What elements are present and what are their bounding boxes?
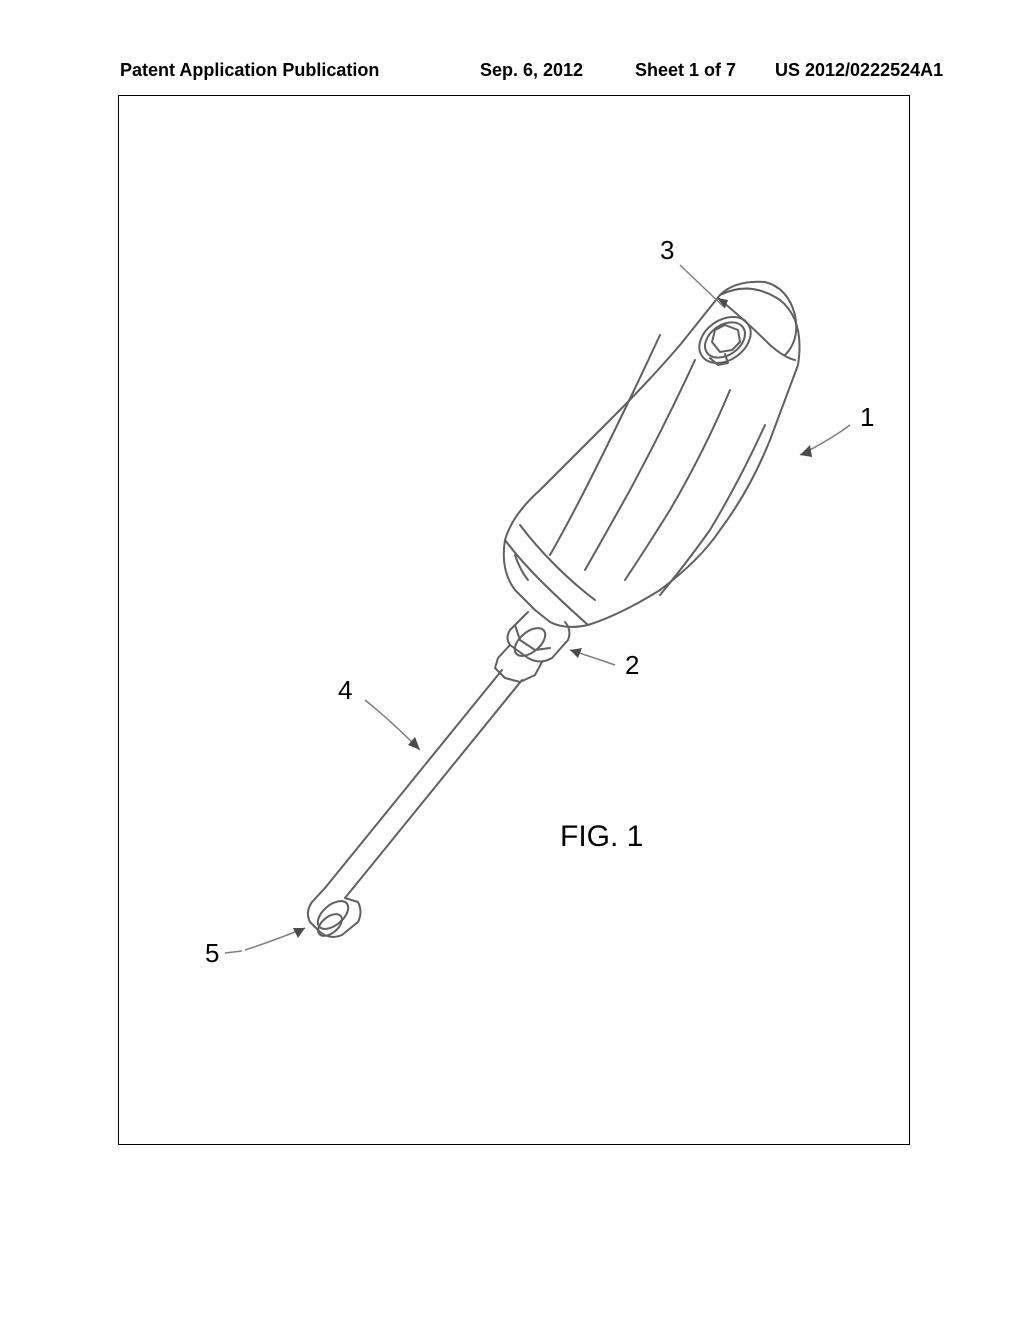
header-publication-number: US 2012/0222524A1 (775, 60, 943, 81)
figure-label: FIG. 1 (560, 820, 643, 854)
header-date: Sep. 6, 2012 (480, 60, 583, 81)
ref-numeral-4: 4 (338, 675, 352, 706)
header-publication-type: Patent Application Publication (120, 60, 379, 81)
ref-numeral-3: 3 (660, 235, 674, 266)
ref-numeral-1: 1 (860, 402, 874, 433)
figure-area: 3 1 2 4 5 FIG. 1 (170, 230, 870, 980)
ref-numeral-5: 5 (205, 938, 219, 969)
header-sheet: Sheet 1 of 7 (635, 60, 736, 81)
ref-numeral-2: 2 (625, 650, 639, 681)
screwdriver-drawing (170, 230, 870, 980)
